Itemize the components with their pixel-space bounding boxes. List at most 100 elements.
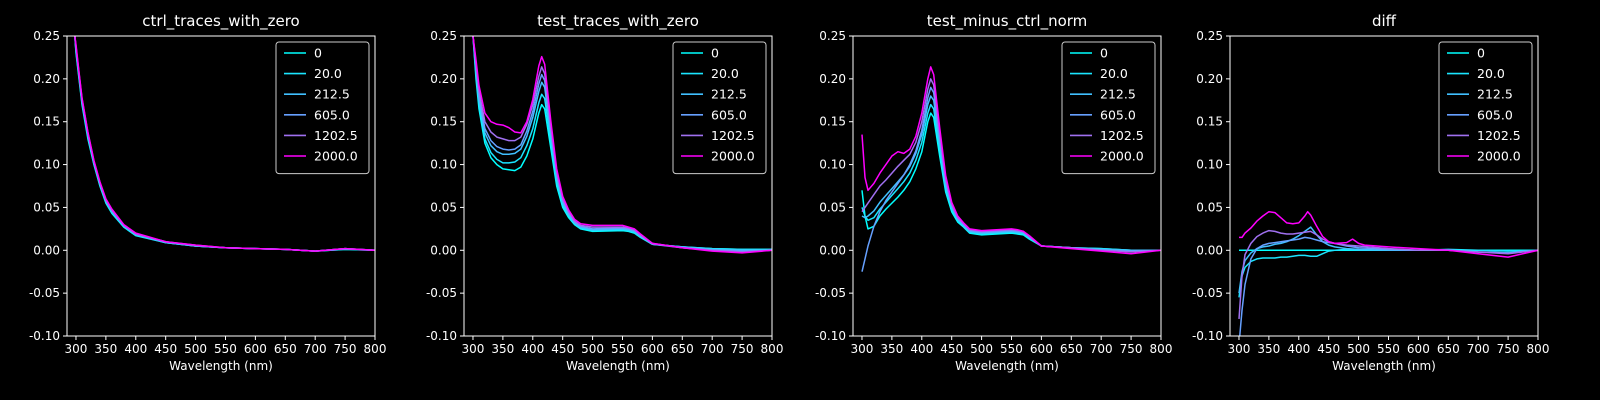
legend-entry: 20.0	[314, 66, 342, 81]
x-tick-label: 700	[1090, 342, 1113, 356]
legend-entry: 212.5	[314, 87, 350, 102]
chart-title: test_traces_with_zero	[537, 12, 699, 31]
legend-entry: 0	[1477, 46, 1485, 61]
legend-box	[1061, 41, 1156, 175]
axes-frame	[1229, 35, 1539, 337]
y-tick-label: 0.25	[33, 29, 60, 43]
legend-entry: 605.0	[1477, 107, 1513, 122]
x-tick-label: 750	[1120, 342, 1143, 356]
y-tick-label: 0.00	[1196, 243, 1223, 257]
legend-entry: 1202.5	[1100, 128, 1144, 143]
y-tick-label: 0.05	[33, 200, 60, 214]
x-tick-label: 300	[851, 342, 874, 356]
y-tick-label: 0.20	[430, 72, 457, 86]
axes-frame	[852, 35, 1162, 337]
x-tick-label: 300	[65, 342, 88, 356]
y-tick-label: 0.15	[1196, 115, 1223, 129]
legend-entry: 1202.5	[1477, 128, 1521, 143]
x-tick-label: 400	[124, 342, 147, 356]
x-tick-label: 300	[462, 342, 485, 356]
x-tick-label: 550	[214, 342, 237, 356]
x-tick-label: 650	[671, 342, 694, 356]
legend-box	[672, 41, 767, 175]
x-tick-label: 600	[1407, 342, 1430, 356]
legend: 0 20.0 212.5 605.0 1202.5 2000.0	[1061, 41, 1156, 175]
y-tick-label: -0.05	[1192, 286, 1223, 300]
chart-title: ctrl_traces_with_zero	[142, 12, 299, 31]
x-tick-label: 800	[364, 342, 387, 356]
x-tick-label: 400	[521, 342, 544, 356]
x-axis-label: Wavelength (nm)	[566, 359, 670, 373]
axes-frame	[66, 35, 376, 337]
legend-entry: 2000.0	[1477, 149, 1521, 164]
y-tick-label: 0.20	[819, 72, 846, 86]
y-tick-label: 0.15	[430, 115, 457, 129]
legend-entry: 212.5	[1477, 87, 1513, 102]
legend-entry: 20.0	[711, 66, 739, 81]
axes-frame	[463, 35, 773, 337]
x-tick-label: 500	[581, 342, 604, 356]
x-tick-label: 450	[940, 342, 963, 356]
series-line-4	[1238, 229, 1538, 319]
legend-entry: 2000.0	[314, 149, 358, 164]
y-tick-label: 0.25	[430, 29, 457, 43]
x-tick-label: 750	[1497, 342, 1520, 356]
x-tick-label: 600	[641, 342, 664, 356]
x-tick-label: 550	[611, 342, 634, 356]
y-tick-label: 0.00	[430, 243, 457, 257]
legend-entry: 20.0	[1100, 66, 1128, 81]
x-tick-label: 400	[1287, 342, 1310, 356]
legend-entry: 2000.0	[711, 149, 755, 164]
x-tick-label: 750	[334, 342, 357, 356]
x-tick-label: 800	[1527, 342, 1550, 356]
y-tick-label: 0.05	[430, 200, 457, 214]
x-tick-label: 500	[1347, 342, 1370, 356]
x-axis-label: Wavelength (nm)	[955, 359, 1059, 373]
y-tick-label: 0.25	[819, 29, 846, 43]
x-tick-label: 650	[1437, 342, 1460, 356]
x-tick-label: 600	[1030, 342, 1053, 356]
chart-2: test_minus_ctrl_norm 300 350 400 450 500 550 60…	[815, 12, 1173, 373]
x-tick-label: 350	[94, 342, 117, 356]
y-tick-label: 0.15	[33, 115, 60, 129]
y-tick-label: -0.10	[1192, 329, 1223, 343]
x-tick-label: 550	[1377, 342, 1400, 356]
x-tick-label: 800	[1150, 342, 1173, 356]
x-tick-label: 450	[154, 342, 177, 356]
y-tick-label: -0.05	[815, 286, 846, 300]
legend-entry: 1202.5	[711, 128, 755, 143]
x-tick-label: 350	[491, 342, 514, 356]
x-tick-label: 700	[304, 342, 327, 356]
x-tick-label: 550	[1000, 342, 1023, 356]
x-axis-label: Wavelength (nm)	[1332, 359, 1436, 373]
y-tick-label: 0.20	[33, 72, 60, 86]
legend: 0 20.0 212.5 605.0 1202.5 2000.0	[672, 41, 767, 175]
y-tick-label: 0.10	[819, 158, 846, 172]
series-group	[472, 36, 772, 254]
y-tick-label: 0.10	[430, 158, 457, 172]
legend: 0 20.0 212.5 605.0 1202.5 2000.0	[275, 41, 370, 175]
y-tick-label: -0.10	[426, 329, 457, 343]
y-tick-label: 0.00	[819, 243, 846, 257]
x-tick-label: 650	[274, 342, 297, 356]
x-tick-label: 350	[880, 342, 903, 356]
y-tick-label: -0.05	[426, 286, 457, 300]
y-tick-label: 0.05	[1196, 200, 1223, 214]
series-line-5	[861, 66, 1161, 255]
x-tick-label: 450	[1317, 342, 1340, 356]
chart-0: ctrl_traces_with_zero 300 350 400 450 500 550 6…	[29, 12, 387, 373]
x-tick-label: 650	[1060, 342, 1083, 356]
x-tick-label: 700	[701, 342, 724, 356]
legend-entry: 0	[1100, 46, 1108, 61]
chart-1: test_traces_with_zero 300 350 400 450 500 550 6…	[426, 12, 784, 373]
y-tick-label: -0.10	[815, 329, 846, 343]
y-tick-label: 0.00	[33, 243, 60, 257]
x-tick-label: 500	[970, 342, 993, 356]
legend-entry: 0	[711, 46, 719, 61]
legend-entry: 2000.0	[1100, 149, 1144, 164]
x-tick-label: 300	[1228, 342, 1251, 356]
chart-3: diff 300 350 400 450 500 550 600 650 700 750 800 -0.…	[1192, 12, 1550, 373]
x-tick-label: 750	[731, 342, 754, 356]
y-tick-label: -0.05	[29, 286, 60, 300]
